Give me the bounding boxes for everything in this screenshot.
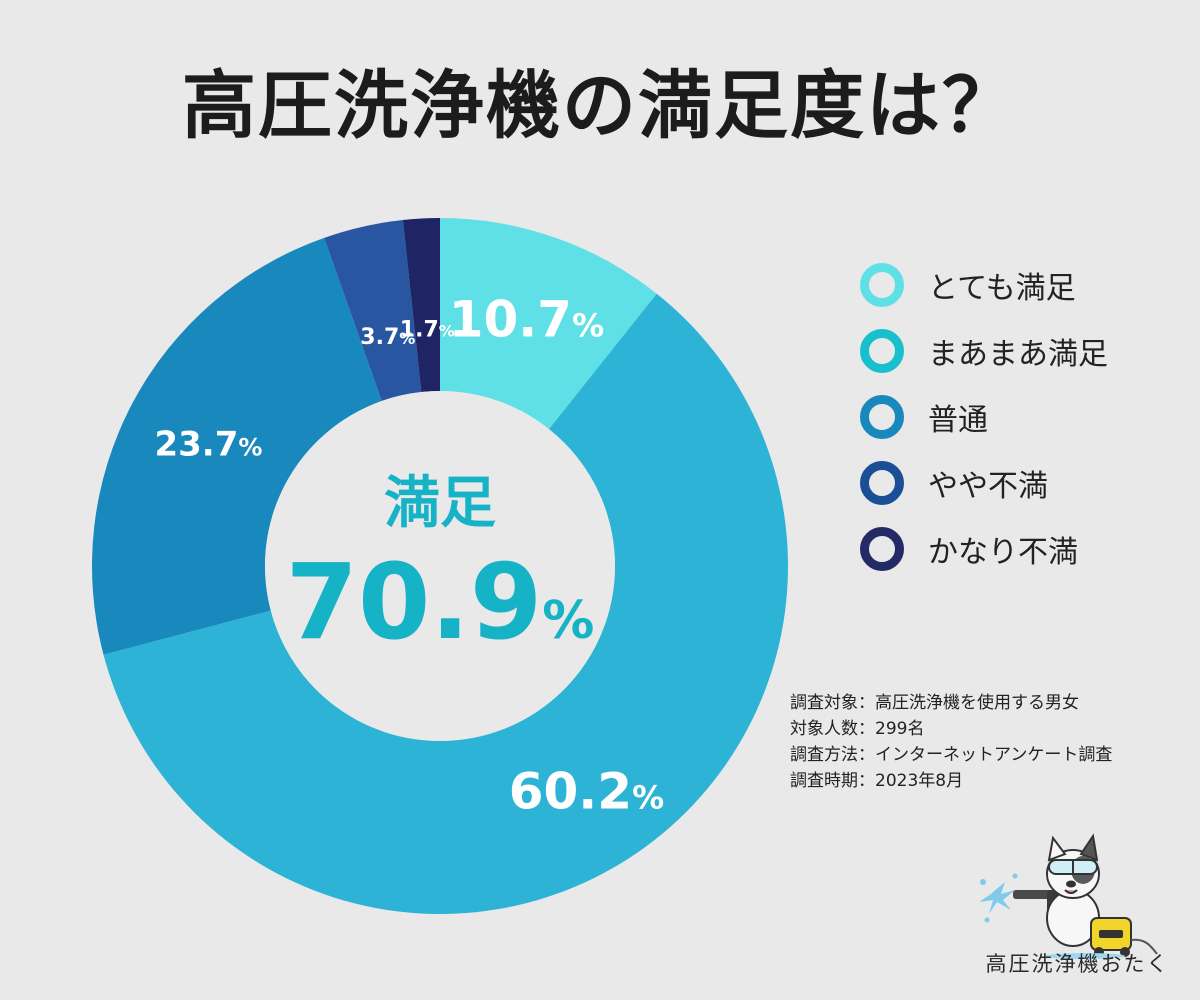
center-label: 満足	[384, 471, 496, 536]
legend-item-very-satisfied: とても満足	[860, 262, 1180, 308]
legend-label: 普通	[928, 403, 988, 438]
legend-label: かなり不満	[928, 535, 1078, 570]
brand-logo: 高圧洗浄機おたく	[975, 830, 1180, 990]
legend-item-neutral: 普通	[860, 394, 1180, 440]
survey-period: 調査時期：2023年8月	[790, 771, 964, 791]
legend-marker-somewhat-dissatisfied	[860, 461, 904, 505]
center-value-number: 70.9	[286, 541, 543, 663]
page-title: 高圧洗浄機の満足度は？	[182, 63, 1018, 149]
legend-label: まあまあ満足	[928, 337, 1108, 372]
legend-item-somewhat-dissatisfied: やや不満	[860, 460, 1180, 506]
legend-item-very-dissatisfied: かなり不満	[860, 526, 1180, 572]
legend: とても満足 まあまあ満足 普通 やや不満 かなり不満	[860, 262, 1180, 592]
legend-marker-fairly-satisfied	[860, 329, 904, 373]
dog-pressure-washer-mascot-icon	[979, 833, 1158, 959]
donut-hole	[265, 391, 615, 741]
legend-marker-neutral	[860, 395, 904, 439]
slice-very-satisfied	[440, 218, 657, 430]
slice-very-dissatisfied	[402, 218, 440, 392]
legend-label: やや不満	[928, 469, 1048, 504]
slice-label-very-dissatisfied: 1.7%	[400, 317, 455, 342]
legend-item-fairly-satisfied: まあまあ満足	[860, 328, 1180, 374]
survey-method: 調査方法：インターネットアンケート調査	[790, 745, 1113, 765]
survey-info: 調査対象：高圧洗浄機を使用する男女 対象人数：299名 調査方法：インターネット…	[790, 690, 1190, 794]
slice-label-fairly-satisfied: 60.2%	[509, 762, 664, 820]
slice-label-somewhat-dissatisfied: 3.7%	[360, 325, 415, 350]
survey-sample-size: 対象人数：299名	[790, 719, 925, 739]
slice-somewhat-dissatisfied	[324, 219, 422, 401]
slice-label-neutral: 23.7%	[154, 425, 262, 465]
slice-neutral	[92, 237, 382, 655]
center-value-unit: %	[542, 591, 594, 651]
slice-fairly-satisfied	[103, 293, 788, 914]
slice-label-very-satisfied: 10.7%	[449, 291, 604, 349]
survey-target: 調査対象：高圧洗浄機を使用する男女	[790, 693, 1079, 713]
legend-label: とても満足	[928, 271, 1076, 306]
legend-marker-very-satisfied	[860, 263, 904, 307]
center-value: 70.9%	[286, 541, 595, 663]
legend-marker-very-dissatisfied	[860, 527, 904, 571]
brand-name: 高圧洗浄機おたく	[985, 952, 1170, 976]
